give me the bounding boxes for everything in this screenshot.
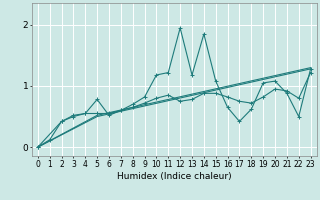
X-axis label: Humidex (Indice chaleur): Humidex (Indice chaleur): [117, 172, 232, 181]
